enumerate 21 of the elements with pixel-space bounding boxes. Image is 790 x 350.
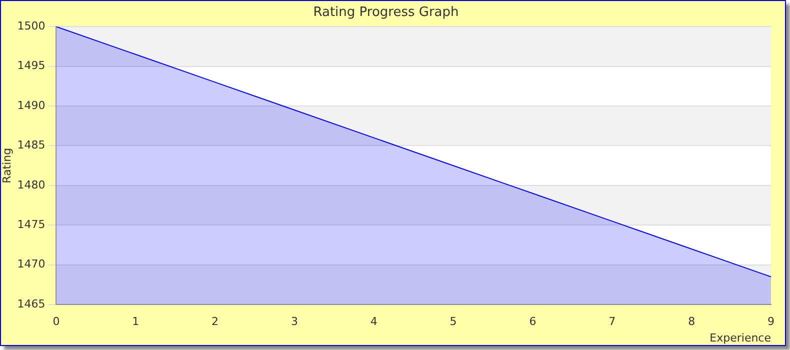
x-tick-label: 6: [529, 315, 536, 328]
y-tick-label: 1465: [17, 297, 46, 310]
x-tick-label: 2: [212, 315, 219, 328]
y-tick-label: 1495: [17, 59, 46, 72]
x-axis-title: Experience: [710, 331, 772, 344]
x-tick-label: 7: [608, 315, 616, 328]
y-tick-label: 1485: [17, 138, 46, 152]
x-tick-label: 8: [688, 315, 696, 328]
x-tick-label: 0: [52, 315, 60, 328]
y-axis-title: Rating: [0, 148, 14, 184]
x-tick-label: 5: [450, 315, 457, 328]
x-tick-label: 9: [768, 315, 774, 328]
x-tick-label: 4: [370, 315, 378, 328]
x-tick-label: 3: [290, 315, 298, 328]
y-tick-label: 1475: [17, 218, 46, 232]
x-tick-label: 1: [132, 315, 140, 328]
y-tick-label: 1500: [17, 19, 46, 32]
y-tick-label: 1490: [17, 98, 46, 112]
chart-title: Rating Progress Graph: [313, 5, 459, 20]
y-tick-label: 1470: [17, 258, 46, 271]
y-tick-label: 1480: [17, 178, 46, 192]
